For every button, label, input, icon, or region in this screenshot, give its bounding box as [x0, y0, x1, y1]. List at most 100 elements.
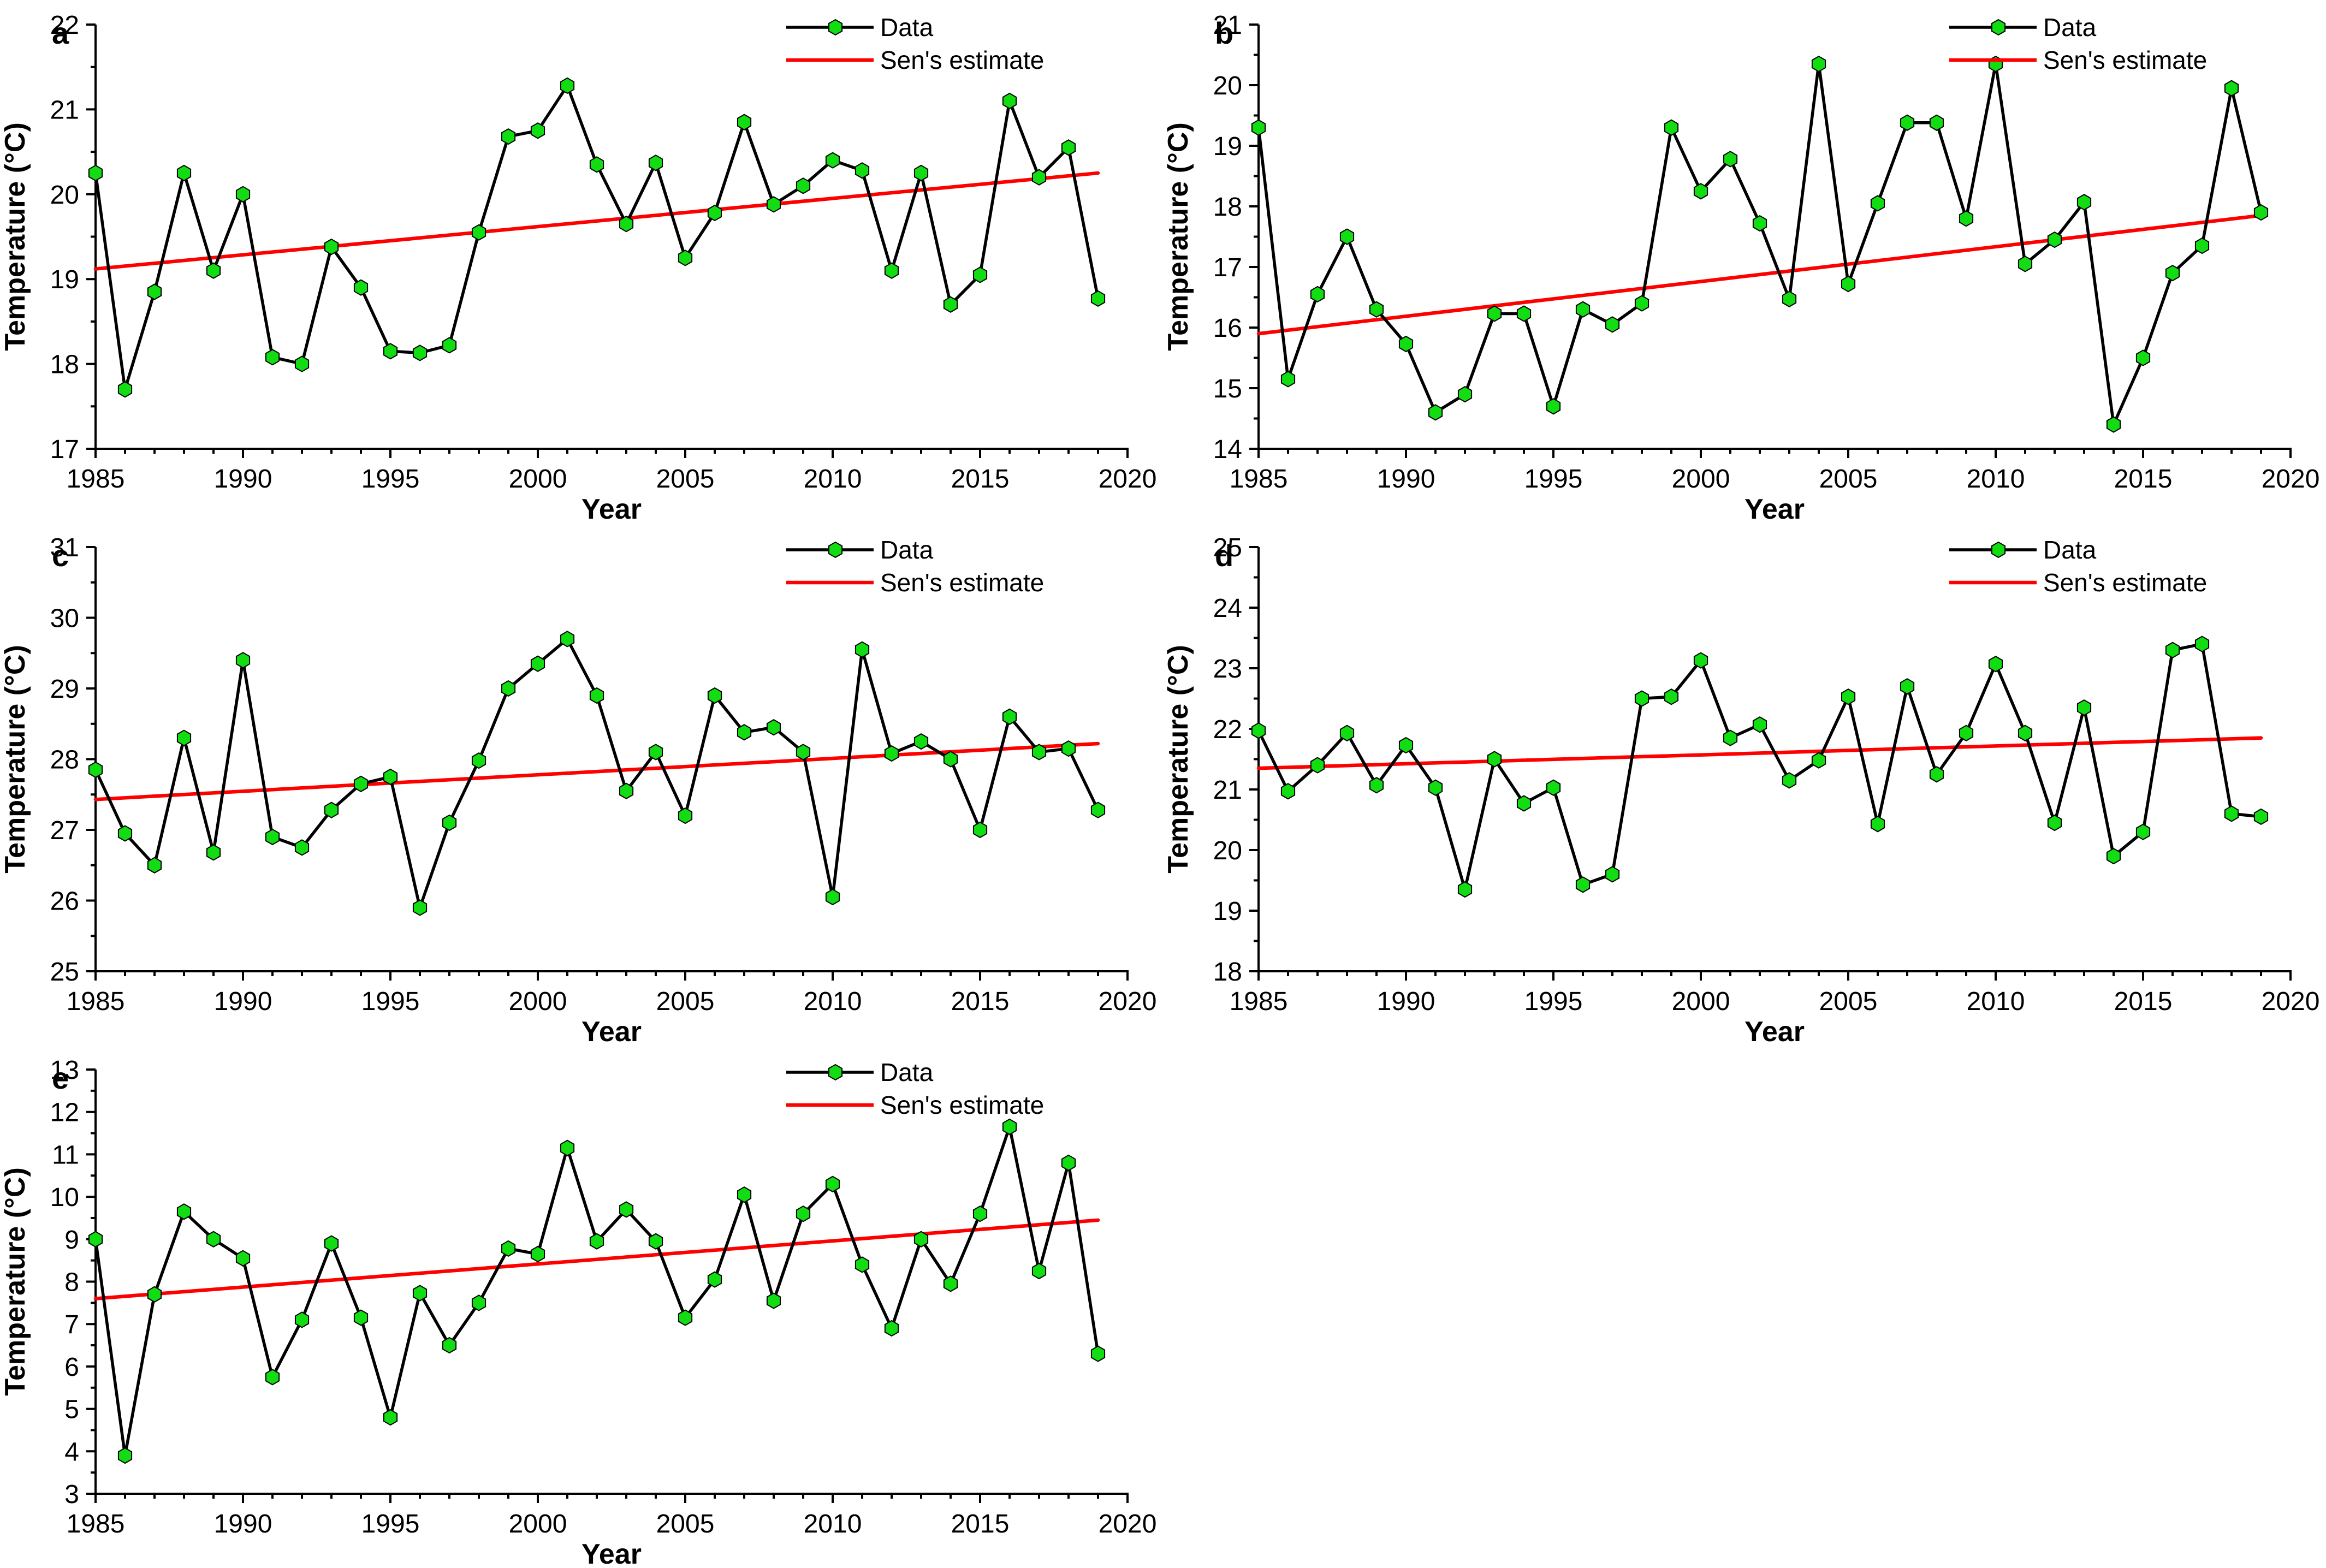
data-point-marker: [737, 114, 752, 130]
data-point-marker: [88, 761, 103, 779]
y-tick-label: 30: [50, 604, 79, 633]
data-point-marker: [1664, 119, 1679, 136]
x-tick-label: 1990: [214, 987, 272, 1016]
data-point-marker: [412, 899, 428, 916]
panel-a-chart: 17 18 19 20 21 22 1985 1990 1995 2000 2005 2010 2015…: [0, 0, 1163, 522]
x-tick-label: 2005: [1819, 465, 1878, 494]
data-point-marker: [913, 164, 929, 182]
data-point-marker: [1693, 183, 1708, 200]
data-point-marker: [324, 1235, 339, 1252]
data-point-marker: [1900, 114, 1915, 131]
data-point-marker: [1841, 275, 1856, 293]
legend: Data Sen's estimate: [786, 1058, 1044, 1119]
data-point-marker: [471, 752, 486, 769]
data-point-marker: [619, 1201, 634, 1218]
data-point-marker: [825, 888, 840, 906]
x-tick-label: 2010: [804, 987, 862, 1016]
data-point-marker: [2135, 349, 2151, 366]
data-point-marker: [1634, 295, 1649, 312]
panel-letter: c: [52, 538, 69, 573]
data-point-marker: [972, 266, 988, 283]
data-point-marker: [1369, 301, 1384, 318]
tick-marks: [86, 546, 1129, 981]
data-point-marker: [501, 680, 516, 697]
tick-labels: 17 18 19 20 21 22 1985 1990 1995 2000 2005 2010 2015…: [50, 11, 1157, 494]
data-point-marker: [2253, 204, 2269, 221]
x-tick-label: 2005: [1819, 987, 1878, 1016]
data-point-marker: [678, 807, 693, 824]
data-point-marker: [619, 216, 634, 233]
x-tick-label: 2020: [1099, 987, 1157, 1016]
data-point-marker: [176, 164, 192, 182]
legend-data-marker-sample: [828, 541, 843, 559]
x-tick-label: 2010: [804, 465, 862, 494]
data-point-marker: [2224, 805, 2239, 822]
data-point-marker: [1369, 777, 1384, 794]
x-tick-label: 2020: [2262, 987, 2320, 1016]
legend-sen-label: Sen's estimate: [880, 568, 1044, 597]
data-point-marker: [294, 839, 310, 856]
y-tick-label: 14: [1213, 435, 1242, 464]
data-point-marker: [530, 1245, 545, 1263]
data-point-marker: [1752, 215, 1767, 232]
y-tick-label: 11: [52, 1141, 79, 1169]
y-tick-label: 21: [1213, 776, 1242, 805]
data-point-marker: [943, 1275, 958, 1292]
data-markers: [88, 1118, 1106, 1464]
data-point-marker: [648, 155, 663, 171]
y-tick-label: 9: [64, 1226, 79, 1255]
data-point-marker: [1398, 335, 1414, 353]
data-point-marker: [2018, 724, 2033, 741]
data-point-marker: [943, 296, 958, 313]
data-point-marker: [176, 729, 192, 746]
data-point-marker: [353, 775, 369, 792]
data-point-marker: [707, 687, 722, 704]
y-tick-label: 18: [1213, 958, 1242, 987]
sen-estimate-line: [1256, 736, 2263, 770]
tick-marks: [86, 23, 1129, 458]
data-point-marker: [825, 1175, 840, 1192]
data-point-marker: [1605, 866, 1620, 883]
x-axis-title: Year: [1744, 494, 1805, 522]
data-point-marker: [1457, 385, 1473, 403]
y-tick-label: 4: [64, 1438, 79, 1466]
data-point-marker: [766, 196, 781, 213]
x-tick-label: 1990: [214, 1510, 272, 1539]
x-tick-label: 2020: [1099, 1510, 1157, 1539]
data-point-marker: [206, 1231, 221, 1248]
x-tick-label: 2010: [1967, 987, 2025, 1016]
y-tick-label: 6: [64, 1353, 79, 1382]
tick-labels: 14 15 16 17 18 19 20 21 1985 1990 1995 2000 2005 2010…: [1213, 11, 2320, 494]
y-tick-label: 8: [64, 1268, 79, 1297]
y-tick-label: 19: [50, 265, 79, 294]
legend-data-label: Data: [2043, 536, 2097, 564]
y-tick-label: 19: [1213, 897, 1242, 926]
panel-letter: e: [52, 1061, 69, 1095]
sen-estimate-line: [93, 171, 1100, 271]
data-point-marker: [855, 641, 870, 658]
data-point-marker: [1546, 398, 1561, 415]
data-point-marker: [2076, 194, 2092, 211]
data-point-marker: [1061, 139, 1076, 156]
data-point-marker: [2165, 264, 2180, 282]
data-point-marker: [88, 1231, 103, 1248]
tick-labels: 3 4 5 6 7 8 9 10 11 12 13 1985 1990 1995 2000 2005 2010 2…: [50, 1056, 1157, 1539]
x-tick-label: 1985: [67, 1510, 125, 1539]
panel-background: [0, 1045, 1163, 1567]
data-point-marker: [737, 1186, 752, 1203]
sen-estimate-line: [93, 741, 1100, 801]
data-point-marker: [1870, 195, 1885, 212]
legend-sen-label: Sen's estimate: [880, 46, 1044, 74]
data-point-marker: [324, 238, 339, 256]
legend-data-label: Data: [880, 13, 934, 41]
legend-data-marker-sample: [1991, 541, 2006, 559]
tick-labels: 25 26 27 28 29 30 31 1985 1990 1995 2000 2005 2010 20…: [50, 533, 1157, 1016]
data-point-marker: [2047, 814, 2062, 831]
data-point-marker: [1280, 371, 1296, 388]
legend-data-label: Data: [2043, 13, 2097, 41]
data-point-marker: [589, 1233, 604, 1250]
data-point-marker: [1487, 751, 1502, 768]
legend-sen-label: Sen's estimate: [2043, 568, 2207, 597]
x-tick-label: 2000: [509, 465, 567, 494]
data-point-marker: [1664, 688, 1679, 705]
